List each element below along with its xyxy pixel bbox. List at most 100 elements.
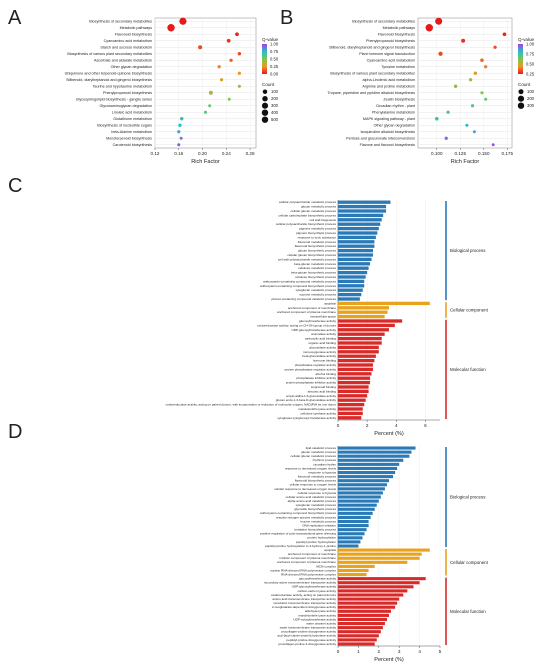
term-label: Glycosphingolipid biosynthesis - ganglio… xyxy=(76,98,152,102)
legend-size-title: Count xyxy=(262,82,275,87)
category-label: isoprenoid binding xyxy=(311,385,336,389)
bar xyxy=(338,642,375,646)
category-label: peptidyl-proline hydroxylation xyxy=(296,540,336,544)
bar xyxy=(338,411,363,416)
term-label: Biosynthesis of various plant secondary … xyxy=(67,52,152,56)
bar xyxy=(338,292,362,297)
bar xyxy=(338,626,383,630)
bar xyxy=(338,634,379,638)
legend-color-tick: 0.50 xyxy=(270,57,279,62)
x-axis-title: Rich Factor xyxy=(451,159,480,165)
bar xyxy=(338,556,420,560)
category-label: alcohol binding xyxy=(315,372,336,376)
bar xyxy=(338,244,375,248)
bar xyxy=(338,218,382,222)
category-label: cellular polysaccharide metabolic proces… xyxy=(279,200,337,204)
panel-c-chart: 0 2 4 6 Percent (%) cellular polysaccharide m… xyxy=(166,200,489,437)
bar xyxy=(338,491,383,495)
category-label: carbon-carbon lyase activity xyxy=(298,589,337,593)
category-label: procollagen-proline dioxygenase activity xyxy=(281,630,336,634)
category-label: xenobiotic transmembrane transporter act… xyxy=(273,601,336,605)
term-label: Ascorbate and aldarate metabolism xyxy=(94,59,152,63)
bar xyxy=(338,407,363,411)
category-label: phosphatase inhibitor activity xyxy=(296,376,336,380)
term-label: Cyanoamino acid metabolism xyxy=(104,39,152,43)
bar xyxy=(338,564,375,568)
bar xyxy=(338,560,408,564)
data-point xyxy=(235,32,239,37)
category-label: cellular polysaccharide biosynthetic pro… xyxy=(276,222,337,226)
category-label: peptidyl-proline hydroxylation to 4-hydr… xyxy=(265,544,336,548)
x-axis-title: Rich Factor xyxy=(191,159,220,165)
category-label: protein phosphatase regulator activity xyxy=(285,367,337,371)
bar xyxy=(338,394,368,398)
category-label: cellular response to decreased oxygen le… xyxy=(274,487,336,491)
bar xyxy=(338,609,392,613)
term-label: Flavonoid biosynthesis xyxy=(115,33,152,37)
term-label: Other glycan degradation xyxy=(111,65,152,69)
category-label: leucine metabolic process xyxy=(300,519,336,523)
bar xyxy=(338,389,369,394)
category-label: anchored component of plasma membrane xyxy=(277,560,336,564)
bar xyxy=(338,585,414,589)
legend-size-dot xyxy=(517,102,525,109)
bar xyxy=(338,310,388,314)
data-point xyxy=(480,91,484,95)
bar xyxy=(338,466,398,470)
category-label: cellular response to oxygen levels xyxy=(290,483,337,487)
category-label: lipid catabolic process xyxy=(306,446,337,450)
category-label: xyloglucan metabolic process xyxy=(296,503,337,507)
category-label: anchored component of plasma membrane xyxy=(277,310,336,314)
category-label: cellular glucan metabolic process xyxy=(290,209,336,213)
bar xyxy=(338,532,365,536)
group-label: Molecular function xyxy=(450,609,486,614)
term-label: Biosynthesis of secondary metabolites xyxy=(89,20,152,24)
term-label: Linoleic acid metabolism xyxy=(112,111,152,115)
category-label: glucan metabolic process xyxy=(301,450,336,454)
legend-size-label: 200 xyxy=(271,96,279,101)
bar xyxy=(338,446,416,450)
bar xyxy=(338,613,389,617)
group-label: Cellular component xyxy=(450,560,489,565)
category-label: mandelonitrile lyase activity xyxy=(298,613,336,617)
term-label: Monoterpenoid biosynthesis xyxy=(106,137,152,141)
term-label: Starch and sucrose metabolism xyxy=(100,46,152,50)
data-point xyxy=(178,123,182,127)
term-label: Glutathione metabolism xyxy=(113,117,152,121)
x-tick-label: 0.175 xyxy=(502,151,514,156)
legend-color-title: Q-value xyxy=(518,37,535,42)
category-label: nuclear RNA-directed RNA polymerase comp… xyxy=(270,568,336,572)
bar xyxy=(338,544,359,548)
category-label: beta-glucan metabolic process xyxy=(294,262,336,266)
category-label: circadian rhythm xyxy=(313,462,336,466)
bar xyxy=(338,487,385,491)
bar xyxy=(338,354,376,358)
category-label: reactive nitrogen species metabolic proc… xyxy=(276,515,336,519)
category-label: protein phosphatase inhibitor activity xyxy=(286,381,336,385)
bar xyxy=(338,519,369,524)
bar xyxy=(338,475,394,479)
bar xyxy=(338,503,377,507)
x-tick-label: 3 xyxy=(398,649,401,654)
category-label: flavonoid metabolic process xyxy=(298,475,337,479)
legend-size-title: Count xyxy=(518,82,531,87)
data-point xyxy=(217,65,221,69)
data-point xyxy=(491,143,495,147)
category-label: RNA-directed RNA polymerase complex xyxy=(281,572,336,576)
legend-color-tick: 0.75 xyxy=(270,49,279,54)
legend-color-tick: 0.50 xyxy=(526,62,535,67)
category-label: cellulose metabolic process xyxy=(298,266,336,270)
term-label: Carotenoid biosynthesis xyxy=(113,143,153,147)
legend-size-label: 100 xyxy=(271,89,279,94)
bar xyxy=(338,209,387,213)
x-tick-label: 0.100 xyxy=(431,151,443,156)
legend-size-dot xyxy=(261,109,269,116)
bar xyxy=(338,363,373,367)
category-label: pigment biosynthetic process xyxy=(296,231,336,235)
category-label: phosphatase regulator activity xyxy=(295,363,337,367)
group-label: Biological process xyxy=(450,248,486,253)
bar xyxy=(338,380,371,385)
bar xyxy=(338,458,404,462)
data-point xyxy=(177,143,181,147)
